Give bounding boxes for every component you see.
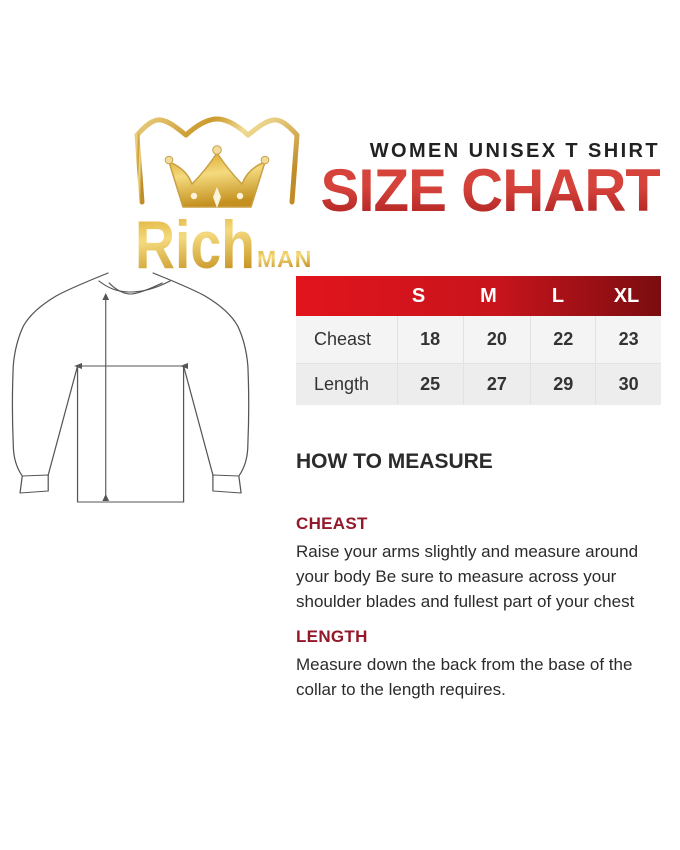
svg-text:Rich: Rich [135,207,255,283]
svg-text:MAN: MAN [257,246,312,272]
